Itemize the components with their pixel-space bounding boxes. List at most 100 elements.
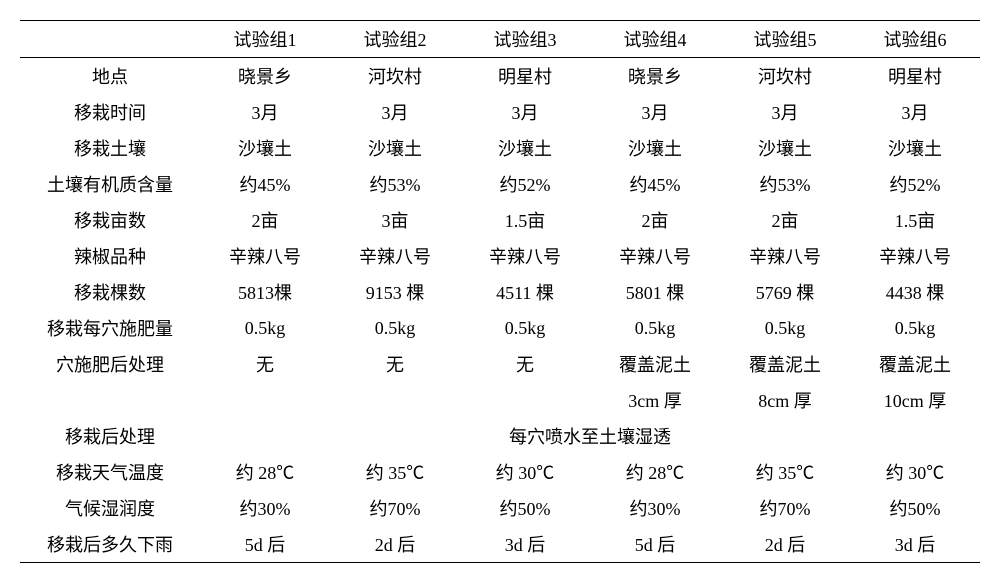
table-cell: 3月	[720, 94, 850, 130]
row-label: 移栽土壤	[20, 130, 200, 166]
row-label: 移栽天气温度	[20, 454, 200, 490]
table-cell: 沙壤土	[850, 130, 980, 166]
table-cell: 4511 棵	[460, 274, 590, 310]
table-cell: 约45%	[590, 166, 720, 202]
table-cell: 约 35℃	[330, 454, 460, 490]
table-cell: 沙壤土	[590, 130, 720, 166]
table-cell: 约52%	[850, 166, 980, 202]
header-group-5: 试验组5	[720, 21, 850, 58]
table-cell: 5769 棵	[720, 274, 850, 310]
table-cell: 2亩	[720, 202, 850, 238]
table-cell: 0.5kg	[590, 310, 720, 346]
table-cell: 覆盖泥土	[590, 346, 720, 382]
table-cell: 0.5kg	[850, 310, 980, 346]
table-header-row: 试验组1 试验组2 试验组3 试验组4 试验组5 试验组6	[20, 21, 980, 58]
table-row: 移栽时间3月3月3月3月3月3月	[20, 94, 980, 130]
table-cell: 5801 棵	[590, 274, 720, 310]
table-cell: 约70%	[330, 490, 460, 526]
table-cell: 2亩	[200, 202, 330, 238]
header-group-6: 试验组6	[850, 21, 980, 58]
table-body: 地点晓景乡河坎村明星村晓景乡河坎村明星村移栽时间3月3月3月3月3月3月移栽土壤…	[20, 58, 980, 563]
table-cell: 5d 后	[590, 526, 720, 563]
table-cell: 无	[460, 346, 590, 382]
row-label: 移栽后多久下雨	[20, 526, 200, 563]
table-cell: 约52%	[460, 166, 590, 202]
table-cell: 约 28℃	[590, 454, 720, 490]
table-cell: 1.5亩	[850, 202, 980, 238]
table-cell: 2亩	[590, 202, 720, 238]
row-label: 移栽后处理	[20, 418, 200, 454]
table-cell: 0.5kg	[460, 310, 590, 346]
table-row: 土壤有机质含量约45%约53%约52%约45%约53%约52%	[20, 166, 980, 202]
row-label: 辣椒品种	[20, 238, 200, 274]
table-row: 移栽亩数2亩3亩1.5亩2亩2亩1.5亩	[20, 202, 980, 238]
experiment-groups-table: 试验组1 试验组2 试验组3 试验组4 试验组5 试验组6 地点晓景乡河坎村明星…	[20, 20, 980, 563]
table-cell: 晓景乡	[200, 58, 330, 95]
table-cell: 辛辣八号	[460, 238, 590, 274]
header-group-2: 试验组2	[330, 21, 460, 58]
table-cell: 辛辣八号	[850, 238, 980, 274]
table-cell: 3月	[200, 94, 330, 130]
table-cell: 覆盖泥土	[720, 346, 850, 382]
row-label: 移栽棵数	[20, 274, 200, 310]
table-cell: 明星村	[460, 58, 590, 95]
table-cell: 无	[330, 346, 460, 382]
table-cell: 3亩	[330, 202, 460, 238]
table-cell: 覆盖泥土	[850, 346, 980, 382]
table-cell: 明星村	[850, 58, 980, 95]
table-cell: 沙壤土	[330, 130, 460, 166]
table-cell: 5d 后	[200, 526, 330, 563]
row-label: 穴施肥后处理	[20, 346, 200, 382]
table-cell: 0.5kg	[720, 310, 850, 346]
table-cell: 约50%	[460, 490, 590, 526]
table-row: 移栽后处理每穴喷水至土壤湿透	[20, 418, 980, 454]
row-label: 土壤有机质含量	[20, 166, 200, 202]
table-cell: 约50%	[850, 490, 980, 526]
table-cell: 约30%	[590, 490, 720, 526]
table-cell: 无	[200, 346, 330, 382]
table-cell: 约70%	[720, 490, 850, 526]
table-cell	[330, 382, 460, 418]
table-row: 地点晓景乡河坎村明星村晓景乡河坎村明星村	[20, 58, 980, 95]
table-cell: 约 30℃	[460, 454, 590, 490]
table-cell: 3d 后	[850, 526, 980, 563]
row-label: 气候湿润度	[20, 490, 200, 526]
table-cell: 9153 棵	[330, 274, 460, 310]
table-cell: 3月	[590, 94, 720, 130]
row-label: 移栽时间	[20, 94, 200, 130]
table-cell: 约 35℃	[720, 454, 850, 490]
header-group-3: 试验组3	[460, 21, 590, 58]
table-cell: 3月	[460, 94, 590, 130]
table-row: 移栽棵数5813棵9153 棵4511 棵5801 棵5769 棵4438 棵	[20, 274, 980, 310]
table-cell: 3月	[850, 94, 980, 130]
table-cell: 河坎村	[720, 58, 850, 95]
table-cell: 沙壤土	[720, 130, 850, 166]
table-row: 气候湿润度约30%约70%约50%约30%约70%约50%	[20, 490, 980, 526]
table-cell: 沙壤土	[200, 130, 330, 166]
header-group-4: 试验组4	[590, 21, 720, 58]
table-cell: 1.5亩	[460, 202, 590, 238]
table-cell: 0.5kg	[330, 310, 460, 346]
table-cell: 4438 棵	[850, 274, 980, 310]
table-cell: 10cm 厚	[850, 382, 980, 418]
table-cell: 约53%	[330, 166, 460, 202]
table-cell: 沙壤土	[460, 130, 590, 166]
table-row: 移栽每穴施肥量0.5kg0.5kg0.5kg0.5kg0.5kg0.5kg	[20, 310, 980, 346]
table-cell: 约 28℃	[200, 454, 330, 490]
table-cell: 2d 后	[720, 526, 850, 563]
table-cell: 辛辣八号	[590, 238, 720, 274]
table-cell: 约45%	[200, 166, 330, 202]
table-cell: 约53%	[720, 166, 850, 202]
row-label	[20, 382, 200, 418]
table-row: 移栽土壤沙壤土沙壤土沙壤土沙壤土沙壤土沙壤土	[20, 130, 980, 166]
row-label: 地点	[20, 58, 200, 95]
table-row: 3cm 厚8cm 厚10cm 厚	[20, 382, 980, 418]
table-cell: 约30%	[200, 490, 330, 526]
table-cell: 辛辣八号	[200, 238, 330, 274]
table-row: 辣椒品种辛辣八号辛辣八号辛辣八号辛辣八号辛辣八号辛辣八号	[20, 238, 980, 274]
table-row: 移栽后多久下雨5d 后2d 后3d 后5d 后2d 后3d 后	[20, 526, 980, 563]
row-label: 移栽每穴施肥量	[20, 310, 200, 346]
row-label: 移栽亩数	[20, 202, 200, 238]
table-cell: 晓景乡	[590, 58, 720, 95]
table-cell: 0.5kg	[200, 310, 330, 346]
